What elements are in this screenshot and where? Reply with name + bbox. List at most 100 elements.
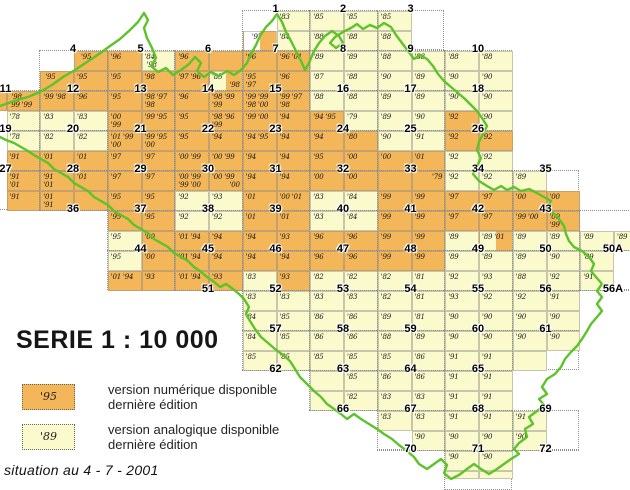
sheet-number: 45 (201, 242, 215, 255)
sheet-cell: '96 (107, 51, 142, 71)
year-label: '99 '00 (178, 181, 201, 189)
year-label: '90 (515, 433, 526, 441)
year-label: '88 (482, 53, 493, 61)
year-label: '98 (229, 81, 240, 89)
year-label: '86 (414, 373, 425, 381)
year-label: '79 (347, 113, 358, 121)
year-label: '88 (347, 33, 358, 41)
year-label: '89 (617, 233, 628, 241)
year-label: '93 (144, 273, 155, 281)
year-label: '98 (9, 93, 22, 101)
year-label: '83 (279, 13, 290, 21)
sheet-number: 62 (269, 362, 282, 375)
sheet-cell: '88 (411, 51, 446, 71)
year-label: '83 (77, 113, 88, 121)
year-label: '93 (212, 193, 223, 201)
sheet-number: 14 (201, 82, 215, 95)
year-label: '01 (9, 181, 20, 189)
year-label: '98 '96 (212, 113, 235, 121)
sheet-number: 56 (539, 282, 552, 295)
sheet-number: 61 (539, 322, 552, 335)
year-label: '97 (482, 213, 493, 221)
year-label: '91 (448, 393, 459, 401)
sheet-number: 20 (66, 122, 80, 135)
year-label: '90 (380, 73, 391, 81)
year-label: '97 (144, 173, 155, 181)
year-label: '83 (414, 413, 425, 421)
sheet-cell: '88 (344, 31, 378, 51)
year-label: '86 (347, 313, 358, 321)
year-label: '92 (448, 273, 459, 281)
map-sheet-61: '90'90 (511, 330, 581, 371)
year-label: '01 (414, 153, 425, 161)
year-label: '01 '94 (178, 233, 201, 241)
year-label: '81 (414, 293, 425, 301)
sheet-number: 57 (269, 322, 282, 335)
sheet-cell (479, 471, 513, 479)
sheet-number: 5 (137, 42, 144, 55)
sheet-number: 17 (404, 82, 417, 95)
year-label: '91 (482, 353, 493, 361)
year-label: '90 (549, 313, 560, 321)
year-label: '85 (212, 73, 223, 81)
year-label: '90 (448, 433, 459, 441)
sheet-number: 50A (602, 242, 624, 255)
year-label: '81 (414, 313, 425, 321)
year-label: '99 (380, 193, 391, 201)
sheet-cell: '89 (344, 51, 378, 71)
year-label: '96 '01 (279, 53, 303, 61)
year-label: '92 (448, 113, 459, 121)
sheet-number: 54 (404, 282, 417, 295)
year-label: '83 (43, 113, 54, 121)
year-label: '99 (414, 253, 425, 261)
year-label: '91 (9, 173, 20, 181)
year-label: '00 (229, 181, 240, 189)
year-label: '01 (77, 153, 88, 161)
year-label: '98 (144, 61, 157, 69)
year-label: '93 (212, 273, 223, 281)
sheet-cell: '89 (310, 51, 344, 71)
year-label: '82 (380, 273, 391, 281)
year-label: '92 (549, 273, 560, 281)
year-label: '98 (144, 101, 155, 109)
sheet-cell: '01 '94 (107, 271, 142, 291)
year-label: '99 (414, 233, 425, 241)
year-label: '82 (347, 273, 358, 281)
year-label: '99 (212, 101, 223, 109)
sheet-cell: '88 (377, 51, 412, 71)
year-label: '97 (245, 33, 263, 41)
year-label: '99 '00 (245, 113, 269, 121)
year-label: '91 (9, 193, 20, 201)
sheet-cell: '85 (310, 11, 344, 31)
sheet-cell: '96 (175, 51, 209, 71)
year-label: '86 (313, 313, 324, 321)
year-label: '94 (279, 113, 290, 121)
year-label: '00 '99 (178, 153, 201, 161)
status-note: situation au 4 - 7 - 2001 (4, 462, 159, 478)
year-label: '89 (414, 73, 425, 81)
year-label: '88 (515, 273, 526, 281)
map-sheet-36 (39, 210, 107, 250)
year-label: '83 (347, 293, 358, 301)
year-label: '98 (144, 73, 155, 81)
sheet-number: 35 (539, 162, 552, 175)
year-label: '98 '00 (245, 101, 269, 109)
sheet-number: 49 (471, 242, 485, 255)
year-label: '90 (515, 313, 526, 321)
year-label: '94 (245, 233, 256, 241)
year-label: '96 (110, 53, 121, 61)
sheet-cell (209, 51, 243, 71)
sheet-number: 39 (269, 202, 282, 215)
map-sheet-44: '95'00'01 '94'93 (106, 250, 176, 291)
year-label: '80 (347, 133, 358, 141)
cell-color-patch (427, 180, 445, 190)
year-label: '89 (583, 233, 594, 241)
year-label: '84 (279, 33, 290, 41)
year-label: '93 (279, 233, 290, 241)
sheet-number: 30 (201, 162, 215, 175)
year-label: '90 (482, 93, 493, 101)
year-label: '96 (77, 93, 88, 101)
sheet-number: 32 (336, 162, 350, 175)
year-label: '98 '99 (212, 93, 235, 101)
year-label: '92 (178, 193, 189, 201)
